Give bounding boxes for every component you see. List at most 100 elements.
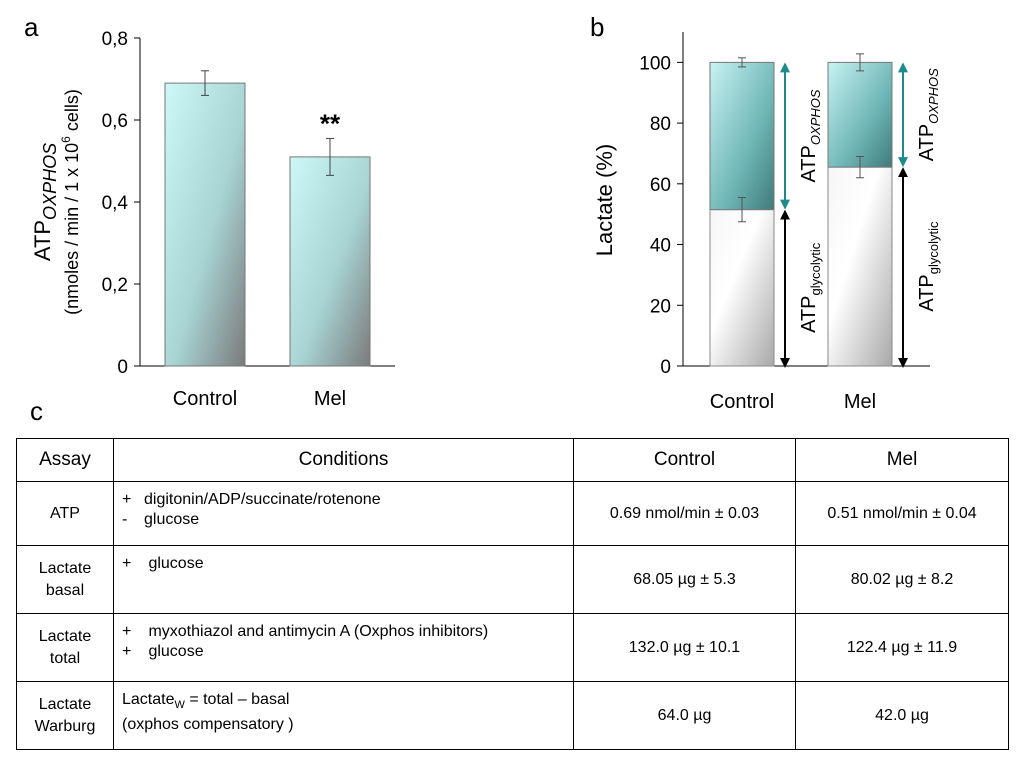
row-conditions: + glucose	[113, 545, 574, 614]
chart-b-ytick-label: 20	[650, 296, 671, 317]
chart-a-ylabel-units-pre: (nmoles / min / 1 x 10	[62, 143, 82, 315]
chart-b-ylabel: Lactate (%)	[592, 144, 617, 257]
chart-a-ylabel-units-post: cells)	[62, 89, 82, 136]
condition-mark: -	[122, 511, 128, 528]
chart-a-ytick-label: 0,4	[102, 193, 129, 214]
panel-a-label: a	[24, 12, 39, 42]
chart-a-category-label: Mel	[314, 388, 346, 410]
assay-name: ATP	[50, 504, 80, 522]
header-mel: Mel	[795, 438, 1009, 482]
row-conditions: LactateW = total – basal (oxphos compens…	[113, 681, 574, 750]
row-control-value: 0.69 nmol/min ± 0.03	[573, 481, 796, 546]
chart-a-ylabel: ATPOXPHOS	[30, 143, 60, 261]
condition-line: + digitonin/ADP/succinate/rotenone	[122, 490, 565, 510]
condition-text: digitonin/ADP/succinate/rotenone	[144, 491, 381, 508]
condition-line: + glucose	[122, 554, 565, 574]
table-row: ATP + digitonin/ADP/succinate/rotenone -g…	[16, 481, 1009, 546]
chart-b-glycolytic-label: ATPglycolytic	[916, 221, 941, 312]
condition-text: glucose	[144, 555, 204, 572]
chart-b-glycolytic-label-main: ATP	[916, 274, 938, 311]
table-row: Lactate basal + glucose 68.05 µg ± 5.3 8…	[16, 545, 1009, 614]
row-conditions: + myxothiazol and antimycin A (Oxphos in…	[113, 613, 574, 682]
condition-line: LactateW = total – basal	[122, 690, 565, 715]
panel-c-label: c	[30, 396, 43, 426]
assay-name: total	[49, 649, 81, 667]
chart-b-category-label: Mel	[844, 391, 876, 413]
header-assay: Assay	[16, 438, 114, 482]
row-mel-value: 122.4 µg ± 11.9	[795, 613, 1009, 682]
chart-a-ytick-label: 0,8	[102, 29, 128, 50]
chart-a-ylabel-units-sup: 6	[59, 136, 73, 143]
chart-b-bar-oxphos	[827, 61, 893, 168]
chart-b-bar-glycolytic	[709, 209, 775, 367]
assay-name: Lactate	[38, 627, 92, 645]
table-row: Lactate total + myxothiazol and antimyci…	[16, 613, 1009, 682]
condition-mark: +	[122, 555, 132, 572]
row-control-value: 132.0 µg ± 10.1	[573, 613, 796, 682]
chart-a-ytick-label: 0,2	[102, 275, 128, 296]
row-assay: Lactate total	[16, 613, 114, 682]
condition-line: + glucose	[122, 642, 565, 662]
header-conditions: Conditions	[113, 438, 574, 482]
chart-a-bar	[164, 82, 246, 367]
chart-b-glycolytic-label-main: ATP	[798, 295, 820, 332]
chart-a-ylabel-subscript: OXPHOS	[40, 143, 60, 220]
chart-b-glycolytic-label: ATPglycolytic	[798, 242, 823, 333]
condition-mark: +	[122, 491, 132, 508]
condition-mark: +	[122, 643, 132, 660]
assay-table: Assay Conditions Control Mel ATP + digito…	[16, 438, 1009, 750]
formula-subscript: W	[174, 699, 185, 712]
assay-name: Lactate	[38, 559, 92, 577]
condition-mark: +	[122, 623, 132, 640]
formula-main: Lactate	[122, 691, 175, 708]
condition-text: glucose	[144, 511, 200, 528]
chart-b-ytick-label: 100	[639, 53, 671, 74]
condition-note: (oxphos compensatory )	[122, 716, 294, 734]
row-mel-value: 0.51 nmol/min ± 0.04	[795, 481, 1009, 546]
assay-name: Warburg	[34, 717, 96, 735]
chart-b-ytick-label: 0	[660, 357, 671, 378]
chart-b-bar-glycolytic	[827, 166, 893, 367]
row-assay: Lactate Warburg	[16, 681, 114, 750]
chart-b-oxphos-label: ATPOXPHOS	[798, 89, 823, 182]
chart-b-ytick-label: 80	[650, 114, 671, 135]
chart-a-significance: **	[320, 108, 341, 138]
chart-b-ytick-label: 40	[650, 236, 671, 257]
chart-a-ylabel-units: (nmoles / min / 1 x 106 cells)	[59, 89, 82, 315]
header-control: Control	[573, 438, 796, 482]
chart-a-ylabel-main: ATP	[30, 220, 55, 261]
chart-a-ytick-label: 0	[117, 357, 128, 378]
chart-a-category-label: Control	[173, 388, 237, 410]
chart-b-oxphos-label-sub: OXPHOS	[808, 89, 823, 145]
charts-area: a 0 0,2 0,4 0,6 0,8 Control Mel ** ATPOXPHOS …	[24, 12, 941, 413]
chart-b-oxphos-label-sub: OXPHOS	[926, 68, 941, 124]
condition-line: - glucose	[122, 510, 565, 530]
row-control-value: 68.05 µg ± 5.3	[573, 545, 796, 614]
condition-text: glucose	[144, 643, 204, 660]
chart-a-bar	[289, 156, 371, 367]
row-assay: ATP	[16, 481, 114, 546]
chart-b-oxphos-label: ATPOXPHOS	[916, 68, 941, 161]
chart-b-glycolytic-label-sub: glycolytic	[926, 221, 941, 274]
table-header-row: Assay Conditions Control Mel	[16, 438, 1009, 482]
chart-b-oxphos-label-main: ATP	[916, 124, 938, 161]
chart-b-glycolytic-label-sub: glycolytic	[808, 242, 823, 295]
condition-text: myxothiazol and antimycin A (Oxphos inhi…	[144, 623, 489, 640]
chart-b-oxphos-label-main: ATP	[798, 145, 820, 182]
condition-line: + myxothiazol and antimycin A (Oxphos in…	[122, 622, 565, 642]
panel-b-label: b	[590, 12, 604, 42]
chart-a-ytick-label: 0,6	[102, 111, 128, 132]
row-assay: Lactate basal	[16, 545, 114, 614]
row-mel-value: 42.0 µg	[795, 681, 1009, 750]
assay-name: basal	[45, 581, 85, 599]
chart-b-ytick-label: 60	[650, 175, 671, 196]
chart-b-bar-oxphos	[709, 61, 775, 211]
formula-rest: = total – basal	[184, 691, 290, 708]
table-row: Lactate Warburg LactateW = total – basal…	[16, 681, 1009, 750]
row-mel-value: 80.02 µg ± 8.2	[795, 545, 1009, 614]
row-control-value: 64.0 µg	[573, 681, 796, 750]
chart-a: 0 0,2 0,4 0,6 0,8 Control Mel ** ATPOXPHOS (n…	[30, 29, 395, 410]
chart-b-category-label: Control	[710, 391, 774, 413]
assay-name: Lactate	[38, 695, 92, 713]
